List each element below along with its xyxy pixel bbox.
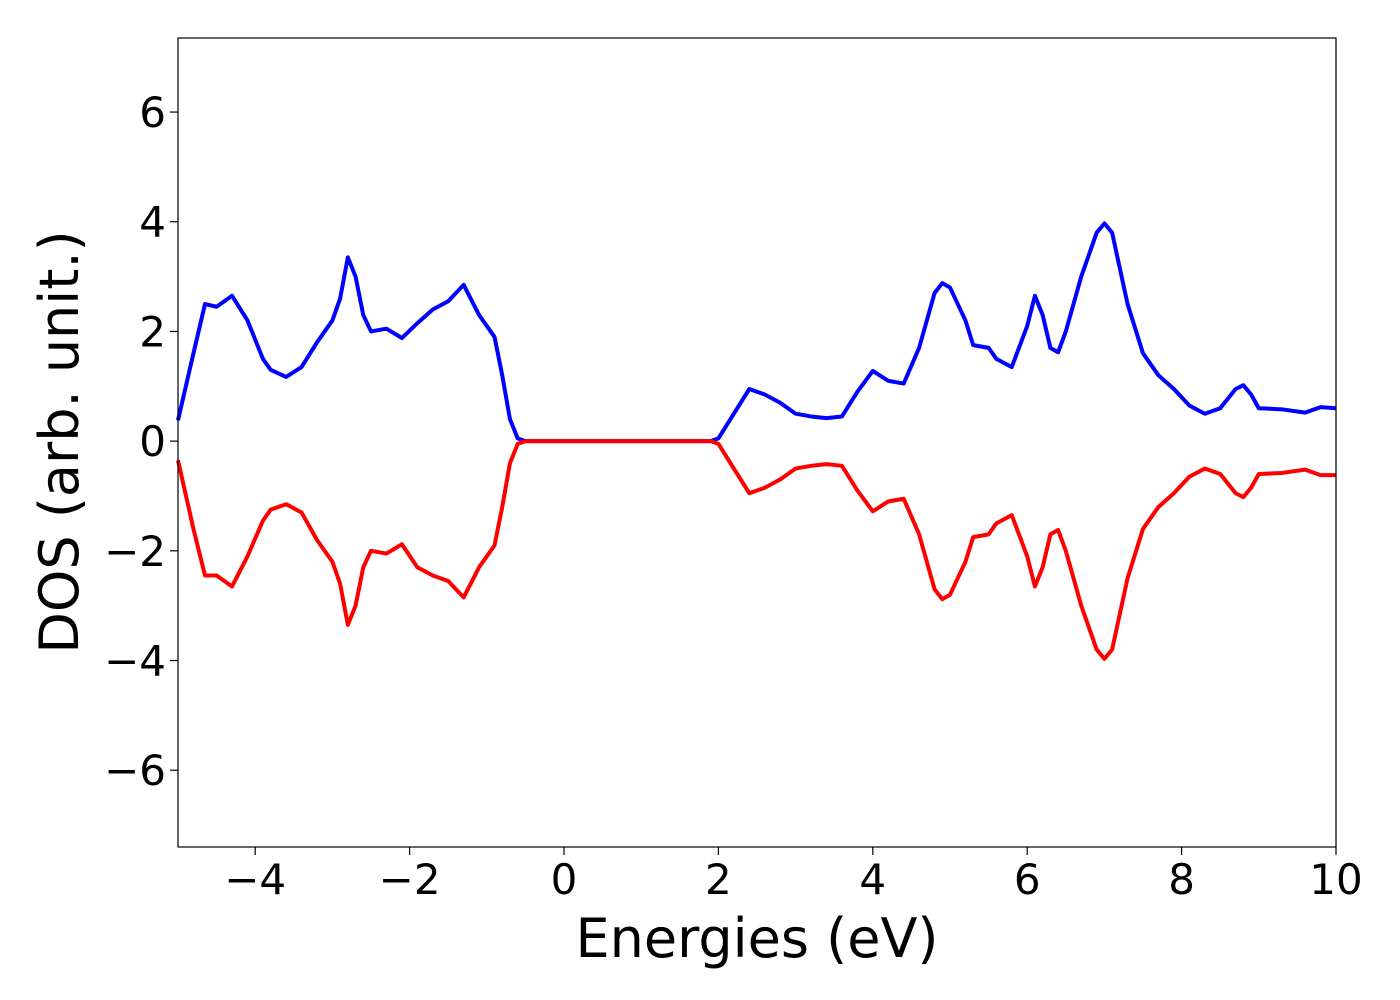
y-axis-label: DOS (arb. unit.)	[28, 230, 91, 653]
x-tick-label: 10	[1309, 855, 1362, 904]
y-tick-label: −2	[104, 527, 166, 576]
y-tick-label: −4	[104, 637, 166, 686]
dos-line	[176, 221, 1337, 444]
y-tick-label: 4	[139, 198, 166, 247]
y-tick-label: 0	[139, 417, 166, 466]
dos-line	[176, 439, 1336, 661]
x-axis-label: Energies (eV)	[576, 907, 939, 970]
y-tick-label: 2	[139, 307, 166, 356]
x-tick-label: 8	[1168, 855, 1195, 904]
plot-frame	[177, 37, 1337, 848]
x-tick-label: 6	[1014, 855, 1041, 904]
x-tick-label: 0	[551, 855, 578, 904]
y-tick-label: 6	[139, 88, 166, 137]
x-tick-label: 4	[859, 855, 886, 904]
x-tick-label: −4	[224, 855, 286, 904]
x-tick-label: 2	[705, 855, 732, 904]
x-tick-label: −2	[379, 855, 441, 904]
y-tick-label: −6	[104, 746, 166, 795]
